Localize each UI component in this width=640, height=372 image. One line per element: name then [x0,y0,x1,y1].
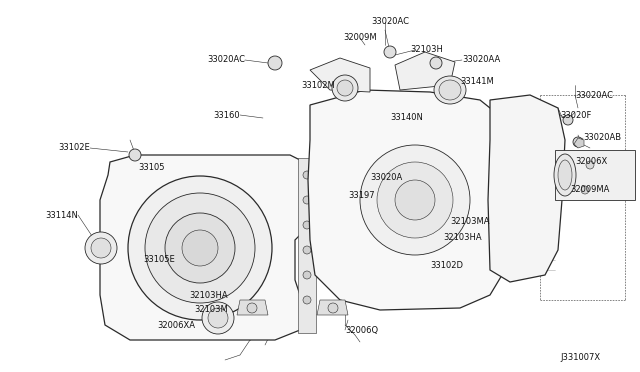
Text: 32006Q: 32006Q [345,326,378,334]
Text: 33020AC: 33020AC [371,17,409,26]
Text: J331007X: J331007X [560,353,600,362]
Text: 33114N: 33114N [45,211,78,219]
Circle shape [395,180,435,220]
Text: 32103H: 32103H [410,45,443,55]
Circle shape [303,296,311,304]
Bar [555,150,635,200]
Circle shape [332,75,358,101]
Text: 32006XA: 32006XA [157,321,195,330]
Polygon shape [317,300,348,315]
Circle shape [360,145,470,255]
Ellipse shape [434,76,466,104]
Text: 33105E: 33105E [143,256,175,264]
Text: 32103HA: 32103HA [443,234,482,243]
Polygon shape [310,58,370,92]
Circle shape [303,246,311,254]
Circle shape [581,186,589,194]
Ellipse shape [439,80,461,100]
Circle shape [165,213,235,283]
Text: 33020AC: 33020AC [207,55,245,64]
Circle shape [268,56,282,70]
Circle shape [563,115,573,125]
Circle shape [208,308,228,328]
Text: 33102E: 33102E [58,144,90,153]
Text: 33102M: 33102M [301,80,335,90]
Text: 33020AB: 33020AB [583,134,621,142]
Circle shape [129,149,141,161]
Polygon shape [574,138,584,148]
Ellipse shape [554,154,576,196]
Polygon shape [308,90,510,310]
Circle shape [303,171,311,179]
Circle shape [377,162,453,238]
Text: 33020F: 33020F [560,110,591,119]
Text: 32103MA: 32103MA [450,218,490,227]
Circle shape [202,302,234,334]
Circle shape [337,80,353,96]
Circle shape [303,196,311,204]
Circle shape [384,46,396,58]
Text: 33020A: 33020A [370,173,403,183]
Text: 32103M: 32103M [195,305,228,314]
Text: 32009MA: 32009MA [570,186,609,195]
Text: 32009M: 32009M [343,33,377,42]
Polygon shape [395,52,455,90]
Polygon shape [100,155,315,340]
Circle shape [303,221,311,229]
Circle shape [586,161,594,169]
Circle shape [573,137,583,147]
Circle shape [145,193,255,303]
Text: 33105: 33105 [138,164,165,173]
Text: 33197: 33197 [348,190,374,199]
Text: 33020AC: 33020AC [575,90,613,99]
Circle shape [303,271,311,279]
Polygon shape [237,300,268,315]
Text: 33160: 33160 [213,110,240,119]
Circle shape [430,57,442,69]
Text: 33020AA: 33020AA [462,55,500,64]
Circle shape [247,303,257,313]
Circle shape [328,303,338,313]
Text: 33102D: 33102D [430,260,463,269]
Circle shape [128,176,272,320]
Circle shape [182,230,218,266]
Text: 33140N: 33140N [390,113,423,122]
Polygon shape [488,95,565,282]
Ellipse shape [558,160,572,190]
Text: 32103HA: 32103HA [189,291,228,299]
Bar [298,158,316,333]
Text: 32006X: 32006X [575,157,607,167]
Text: 33141M: 33141M [460,77,493,87]
Circle shape [85,232,117,264]
Circle shape [91,238,111,258]
